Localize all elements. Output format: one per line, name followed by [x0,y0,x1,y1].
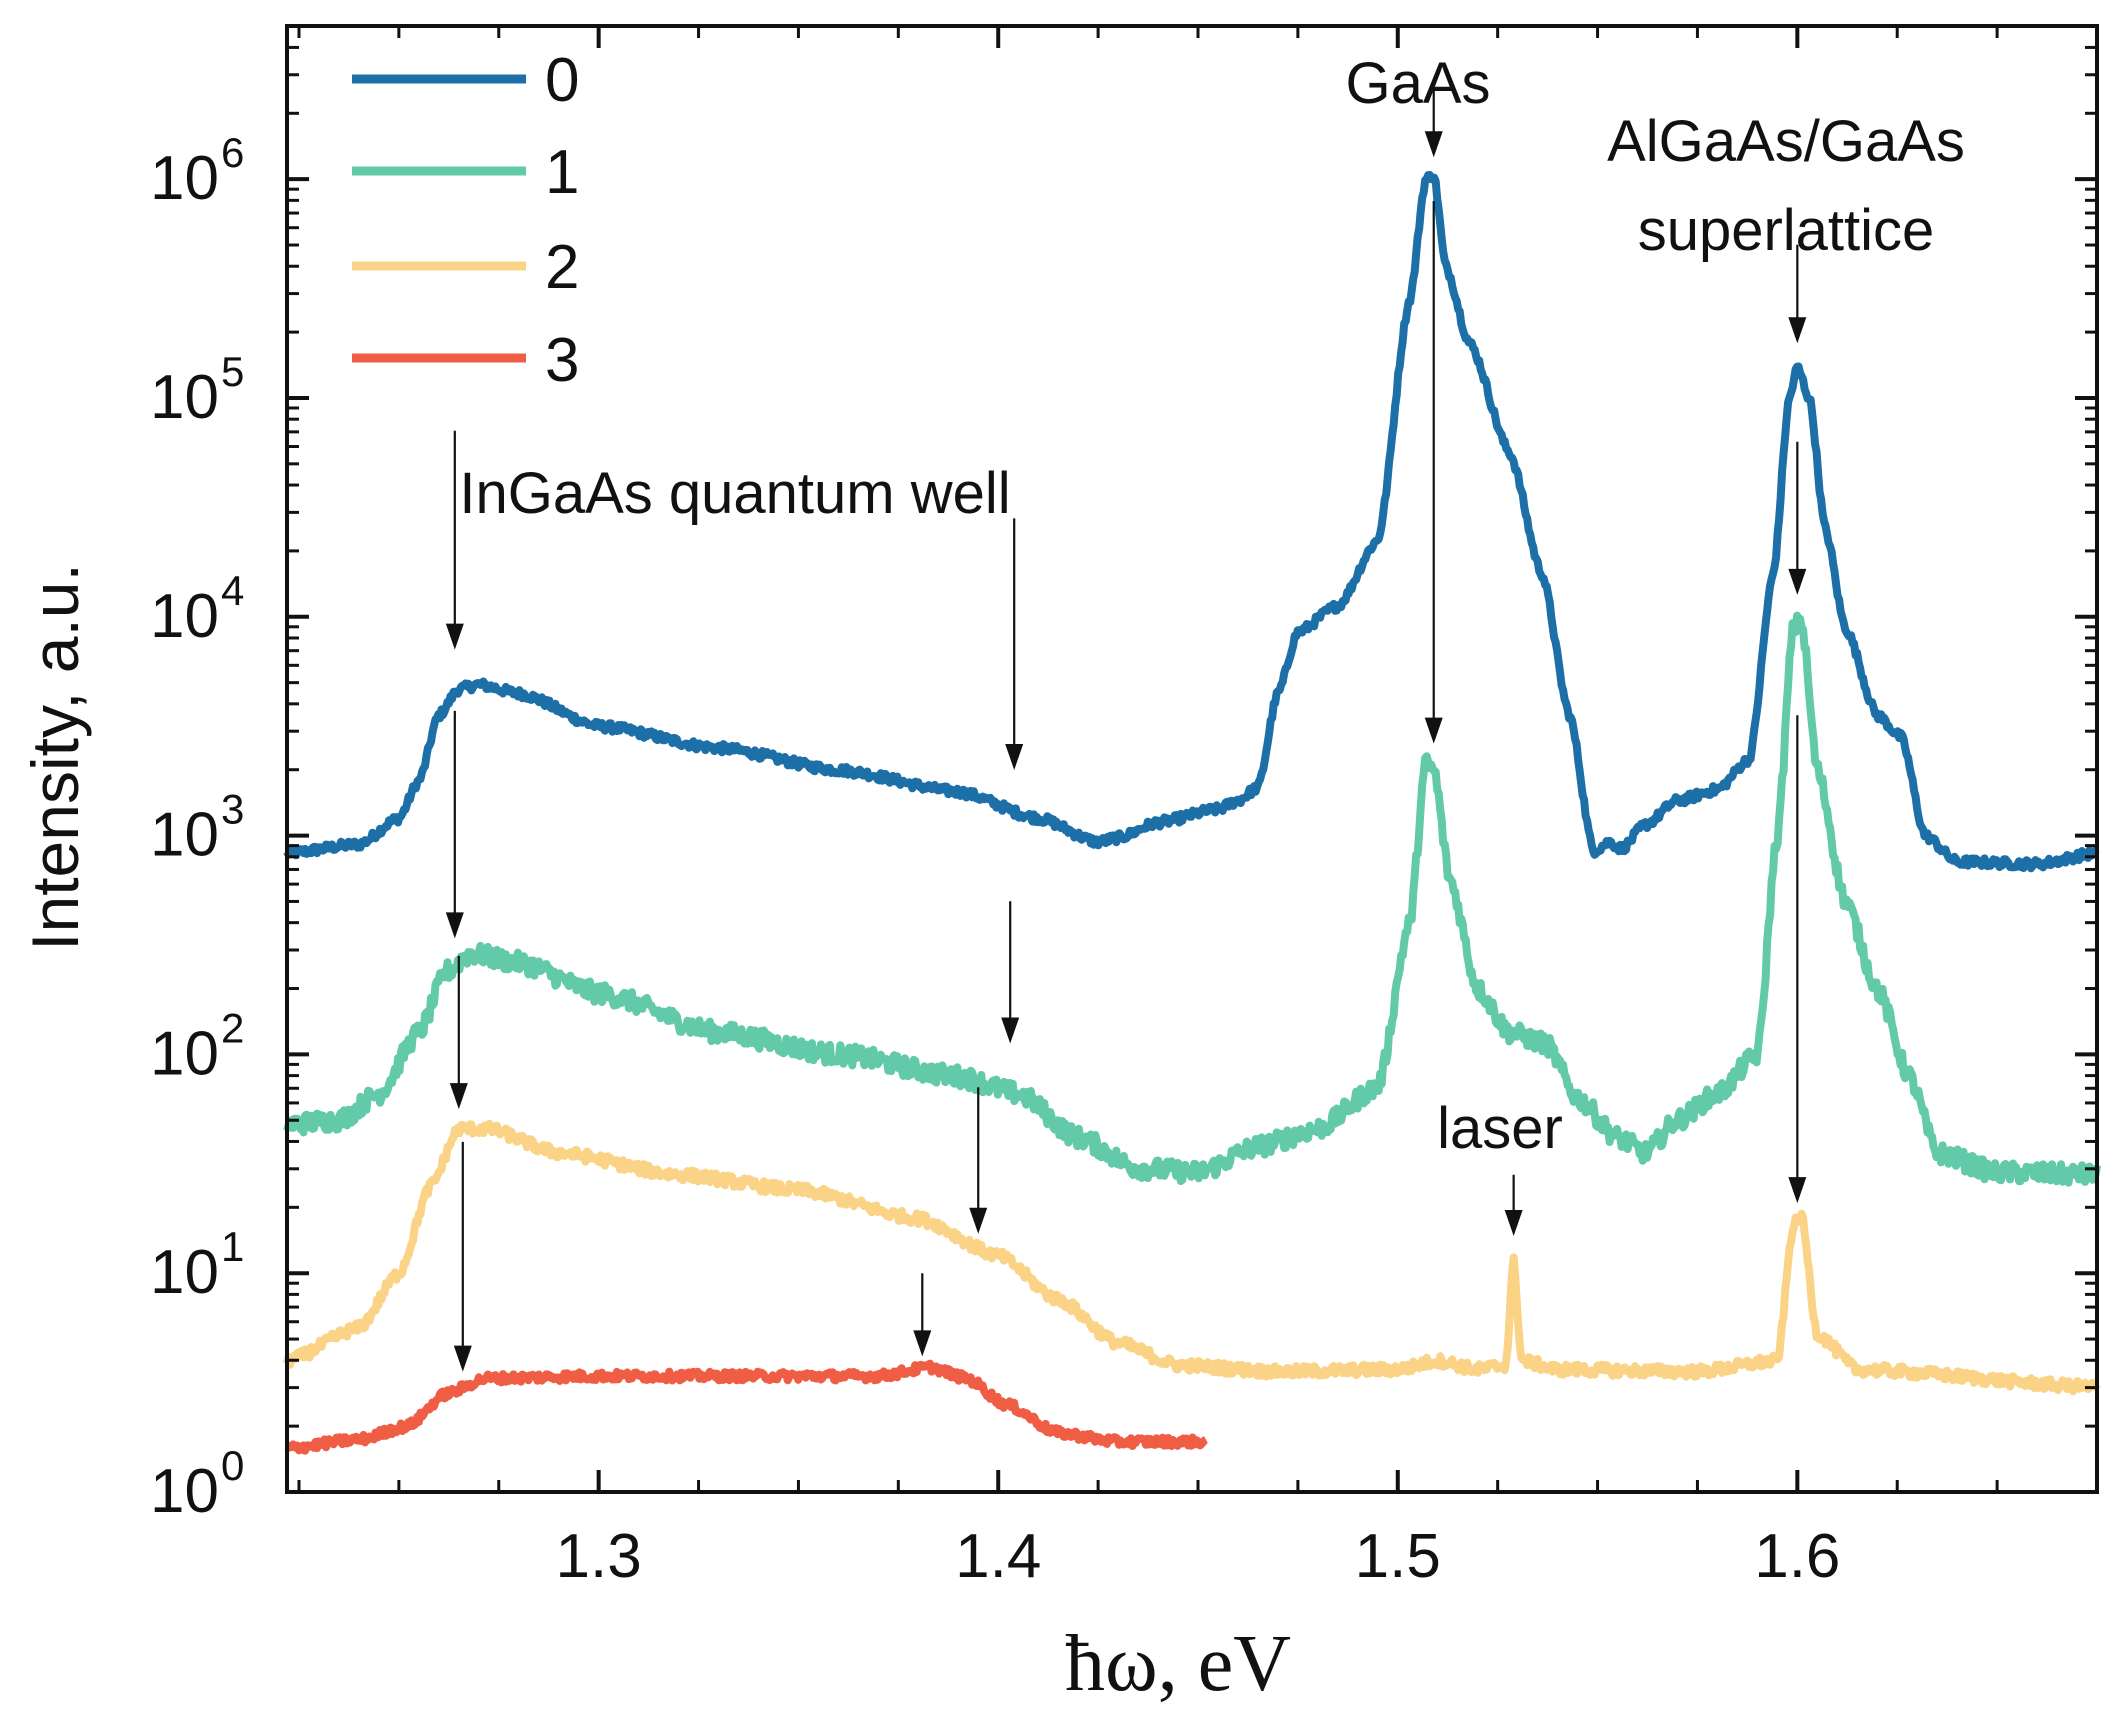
y-tick-exponent: 4 [221,567,244,614]
annotation-arrow [1504,1174,1523,1236]
y-tick-exponent: 2 [221,1004,244,1051]
annotation-arrow [913,1273,932,1357]
annotation-algaas-gaas: AlGaAs/GaAs [1607,109,1965,174]
legend-label-1: 1 [545,138,579,207]
annotation-gaas: GaAs [1345,51,1490,116]
legend-label-2: 2 [545,233,579,302]
axes-frame [285,24,2099,1494]
y-tick-label: 10 [150,1238,219,1307]
y-tick-label: 10 [150,363,219,432]
y-tick-label: 10 [150,1019,219,1088]
y-tick-exponent: 3 [221,786,244,833]
y-tick-label: 10 [150,1457,219,1526]
annotation-arrow [969,1087,988,1234]
x-axis-title: ħω, eV [1065,1620,1291,1708]
annotation-laser: laser [1437,1096,1563,1161]
annotation-ingaas-quantum-well: InGaAs quantum well [459,461,1010,526]
y-tick-exponent: 5 [221,348,244,395]
x-tick-label: 1.5 [1355,1522,1441,1591]
annotation-arrow [1005,518,1024,770]
x-tick-label: 1.4 [955,1522,1041,1591]
y-tick-label: 10 [150,582,219,651]
annotation-arrow [1788,244,1807,344]
series-layer [283,171,2101,1455]
y-tick-exponent: 0 [221,1442,244,1489]
series-line-0 [283,171,2100,873]
annotation-arrow [449,955,468,1110]
annotation-arrow [1788,715,1807,1204]
legend: 0 1 2 3 [352,46,579,395]
x-tick-label: 1.3 [556,1522,642,1591]
y-tick-exponent: 1 [221,1223,244,1270]
series-line-1 [283,611,2101,1187]
annotation-arrow [453,1141,472,1372]
y-tick-label: 10 [150,801,219,870]
annotation-arrow [1788,441,1807,595]
y-tick-exponent: 6 [221,129,244,176]
annotation-arrow [445,710,464,939]
annotation-arrow [445,430,464,650]
series-line-2 [283,1119,2101,1396]
annotation-arrows [445,87,1807,1372]
y-axis-title: Intensity, a.u. [18,563,92,951]
legend-label-3: 3 [545,326,579,395]
annotation-arrow [1424,201,1443,744]
annotation-superlattice: superlattice [1638,198,1935,263]
x-tick-label: 1.6 [1754,1522,1840,1591]
legend-label-0: 0 [545,46,579,115]
y-tick-label: 10 [150,144,219,213]
series-line-3 [284,1359,1209,1455]
annotation-arrow [1424,87,1443,158]
annotation-arrow [1001,901,1020,1044]
